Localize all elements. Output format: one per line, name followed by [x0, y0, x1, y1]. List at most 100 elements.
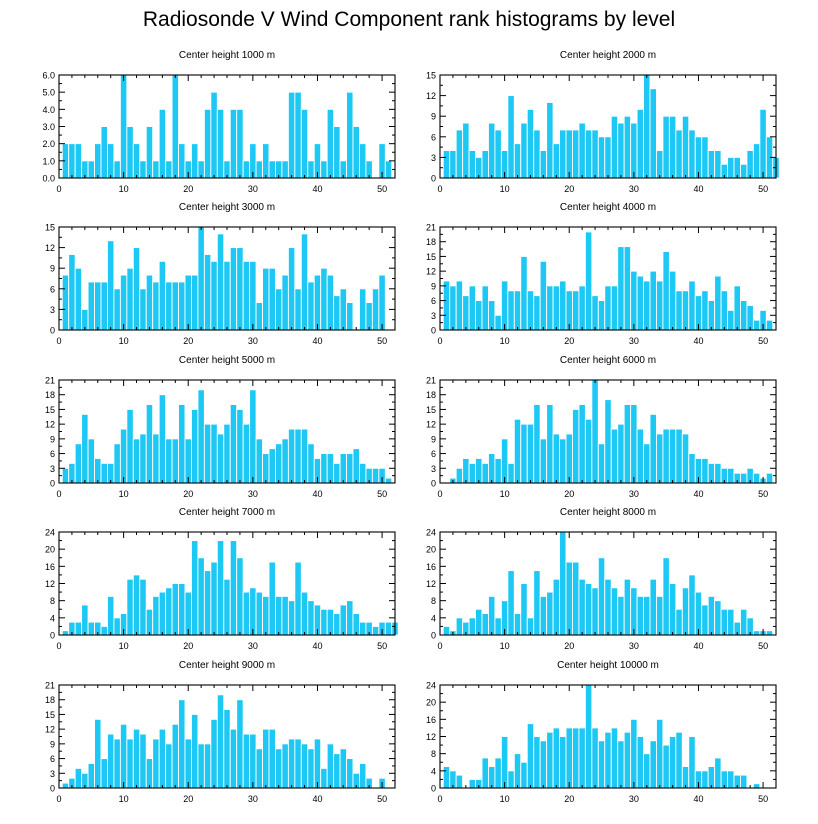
panel-5-bar-41: [320, 453, 328, 484]
panel-8-bar-38: [681, 587, 690, 636]
panel-1-ytick-label-0: 0.0: [42, 174, 55, 184]
panel-5-bar-24: [210, 423, 218, 484]
panel-9-bar-12: [132, 728, 141, 789]
panel-9-bar-10: [119, 723, 128, 789]
panel-8-xtick-label-5: 50: [758, 641, 768, 651]
panel-2-bar-16: [539, 150, 548, 179]
panel-10-bar-39: [688, 736, 696, 789]
panel-10-bar-14: [526, 723, 535, 789]
panel-8-bar-22: [578, 578, 586, 636]
panel-9-bar-29: [242, 733, 251, 789]
panel-4-bar-7: [481, 285, 489, 331]
panel-2-bar-8: [488, 122, 496, 179]
panel-5-xtick-label-1: 10: [119, 489, 129, 499]
panel-10-bar-5: [468, 778, 476, 789]
panel-6-xtick-label-4: 40: [693, 489, 703, 499]
panel-7-ytick-label-3: 12: [45, 579, 55, 589]
panel-8-bar-26: [604, 578, 612, 636]
panel-2-bar-28: [617, 122, 625, 179]
panel-3-xtick-label-1: 10: [119, 336, 129, 346]
panel-7-bar-27: [229, 540, 238, 636]
panel-7-ytick-label-4: 16: [45, 562, 55, 572]
panel-4-bar-6: [475, 300, 483, 331]
panel-6-bar-11: [507, 462, 515, 484]
panel-7-bar-8: [107, 595, 115, 636]
panel-3-bar-31: [255, 302, 263, 331]
panel-7-bar-35: [281, 595, 289, 636]
panel-2-bar-21: [572, 129, 580, 179]
panel-8-ytick-label-2: 8: [431, 596, 436, 606]
panel-9-bar-11: [126, 738, 134, 789]
panel-10-bar-8: [488, 766, 496, 789]
panel-6-bar-41: [701, 458, 709, 484]
panel-1-ytick-label-2: 2.0: [42, 139, 55, 149]
panel-3-bar-25: [216, 233, 225, 331]
panel-1-bar-16: [158, 108, 167, 179]
panel-4-ytick-label-4: 12: [426, 267, 436, 277]
panel-4-bar-32: [643, 280, 651, 331]
panel-10-xtick-label-0: 0: [437, 794, 442, 804]
panel-5-ytick-label-3: 9: [50, 434, 55, 444]
panel-7-bar-12: [132, 574, 141, 636]
panel-4-bar-14: [526, 290, 535, 331]
panel-1-bar-6: [94, 143, 102, 179]
panel-8-bar-1: [442, 625, 451, 636]
panel-10-ytick-label-2: 8: [431, 749, 436, 759]
panel-8-bar-15: [533, 570, 541, 636]
panel-3-bar-2: [68, 254, 76, 331]
panel-8-bar-34: [656, 595, 664, 636]
panel-10-bar-37: [675, 731, 683, 789]
panel-7-bar-22: [197, 557, 205, 636]
panel-1-bar-32: [262, 143, 270, 179]
panel-2-bar-7: [481, 150, 489, 179]
panel-6-bar-34: [656, 433, 664, 484]
panel-3-bar-47: [359, 288, 367, 331]
panel-2-ytick-label-4: 12: [426, 91, 436, 101]
panel-2-bar-45: [727, 156, 735, 179]
panel-2-xtick-label-4: 40: [693, 184, 703, 194]
panel-5-bar-26: [223, 423, 231, 484]
panel-5-bar-37: [294, 428, 302, 484]
panel-6-ytick-label-3: 9: [431, 434, 436, 444]
panel-8-bar-35: [662, 557, 670, 636]
panel-9-bar-3: [74, 767, 83, 789]
panel-9-bar-34: [275, 748, 283, 789]
panel-5-ytick-label-0: 0: [50, 479, 55, 489]
panel-1-bar-15: [152, 160, 160, 179]
panel-8-bar-40: [694, 591, 703, 636]
panel-7-bar-49: [371, 625, 380, 636]
panel-4-bar-29: [623, 246, 632, 331]
panel-9-bar-7: [100, 758, 108, 789]
panel-7-bar-31: [255, 591, 263, 636]
panel-1-xtick-label-1: 10: [119, 184, 129, 194]
panel-6-bar-29: [623, 404, 632, 484]
panel-2-bar-20: [565, 129, 573, 179]
panel-7-bar-23: [203, 570, 212, 636]
panel-9-bar-36: [287, 738, 296, 789]
panel-9-xtick-label-5: 50: [377, 794, 387, 804]
panel-7-bar-19: [178, 583, 186, 636]
panel-10-bar-7: [481, 757, 489, 789]
panel-1-bar-7: [100, 126, 108, 179]
panel-7-bar-51: [384, 621, 393, 636]
panel-4-bar-37: [675, 290, 683, 331]
panel-6-bar-3: [455, 467, 464, 484]
panel-4-bar-31: [636, 275, 644, 331]
panel-9-ytick-label-5: 15: [45, 710, 55, 720]
panel-5-bar-27: [229, 404, 238, 484]
panel-1-bar-10: [119, 74, 128, 179]
panel-5-bar-16: [158, 394, 167, 484]
panel-2-bar-4: [462, 122, 470, 179]
panel-10-bar-43: [714, 757, 722, 789]
panel-7-bar-4: [81, 604, 89, 636]
panel-9-bar-42: [326, 743, 335, 789]
panel-2-bar-3: [455, 129, 464, 179]
panel-3-bar-12: [132, 247, 141, 331]
panel-3-bar-48: [365, 302, 373, 331]
panel-10-bar-31: [636, 736, 644, 789]
panel-4-xtick-label-2: 20: [564, 336, 574, 346]
panel-6-bar-49: [752, 472, 761, 484]
panel-7-ytick-label-0: 0: [50, 631, 55, 641]
panel-9-bar-39: [307, 748, 315, 789]
panel-1-bar-21: [191, 143, 199, 179]
